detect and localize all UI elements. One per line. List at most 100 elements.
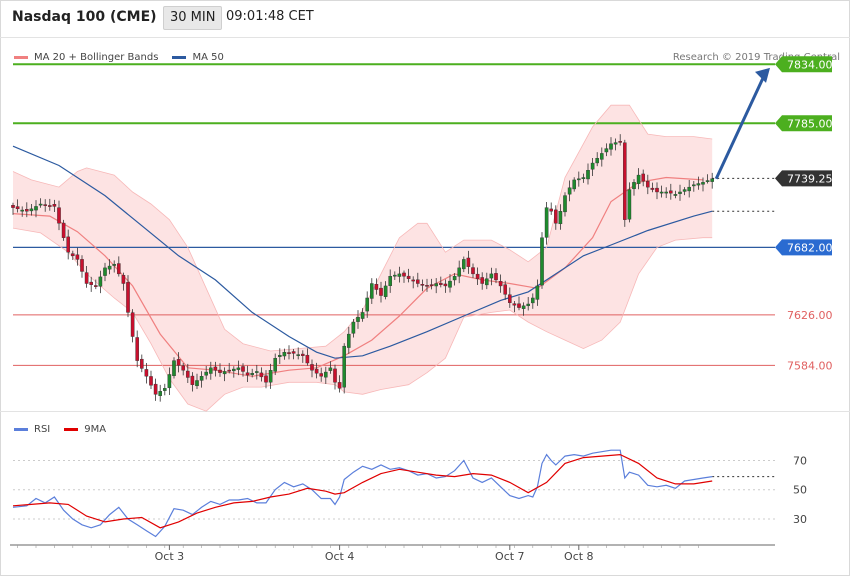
forecast-arrow-shaft — [714, 75, 766, 180]
candle — [80, 255, 84, 278]
candle-body — [29, 208, 34, 212]
candle-body — [692, 184, 696, 187]
candle — [397, 266, 402, 283]
candle — [466, 250, 471, 274]
candle — [314, 362, 319, 379]
candle-body — [301, 353, 305, 356]
candle — [452, 273, 457, 286]
candle-body — [70, 253, 75, 257]
header-divider — [0, 37, 850, 38]
candle-body — [250, 373, 255, 375]
candle — [692, 181, 696, 192]
candle-body — [328, 367, 333, 371]
candle-body — [466, 257, 471, 267]
timeframe-badge[interactable]: 30 MIN — [163, 6, 223, 30]
x-axis: Oct 3 Oct 4 Oct 7 Oct 8 — [10, 544, 775, 563]
candle-body — [503, 284, 508, 295]
candle — [420, 279, 425, 292]
candle — [149, 370, 153, 389]
candle — [678, 184, 682, 201]
candle — [167, 367, 172, 395]
candle-body — [93, 285, 98, 287]
candle-body — [213, 366, 218, 371]
candle — [540, 232, 544, 289]
candle-body — [641, 173, 645, 182]
candle — [609, 137, 613, 156]
candle — [342, 343, 347, 394]
candle-body — [517, 303, 521, 308]
candle-body — [379, 287, 383, 296]
candle — [61, 219, 66, 241]
price-level-label: 7785.00 — [787, 117, 833, 130]
rsi-tick-label: 70 — [793, 454, 807, 467]
candle-body — [632, 182, 636, 190]
candle-body — [20, 209, 25, 212]
candle-body — [457, 267, 462, 277]
candle — [356, 310, 360, 329]
candle — [517, 296, 521, 311]
candle — [103, 262, 107, 282]
candle-body — [356, 317, 360, 322]
candle — [696, 176, 701, 190]
candle — [600, 147, 604, 167]
candle-body — [393, 274, 397, 277]
ma50-legend-swatch — [172, 56, 187, 59]
legend-item-rsi: RSI — [14, 424, 50, 435]
candle — [75, 247, 80, 266]
candle — [236, 360, 241, 376]
candle — [15, 199, 20, 213]
candle — [70, 250, 75, 260]
candle — [475, 267, 480, 285]
candle — [567, 180, 572, 202]
candle — [549, 202, 553, 215]
candle — [301, 350, 305, 363]
candle-body — [84, 272, 89, 284]
candle-body — [268, 370, 273, 383]
candle — [185, 363, 190, 384]
candle — [254, 364, 259, 380]
candle-body — [264, 375, 268, 383]
candle — [162, 383, 167, 396]
candle-body — [57, 207, 61, 224]
candle — [38, 198, 43, 208]
candle-body — [586, 170, 590, 180]
candle — [374, 278, 379, 295]
candle-body — [374, 284, 379, 290]
candle-body — [135, 337, 140, 361]
candle — [222, 367, 227, 382]
candle — [471, 263, 475, 279]
candle — [93, 279, 98, 290]
candle — [305, 348, 310, 366]
candle — [365, 291, 370, 318]
candle-body — [103, 267, 107, 276]
candle — [199, 371, 204, 388]
candle — [208, 361, 213, 380]
candle-body — [604, 148, 609, 153]
candle-body — [411, 279, 416, 282]
candle — [319, 367, 324, 382]
candle — [34, 200, 38, 218]
candle — [158, 384, 163, 402]
candle — [586, 163, 590, 185]
candle — [388, 269, 393, 293]
candle-body — [420, 284, 425, 286]
candle-body — [167, 374, 172, 389]
candle — [480, 272, 485, 290]
bollinger-band-fill — [13, 105, 713, 412]
legend-label-rsi: RSI — [34, 424, 51, 435]
candle-body — [416, 279, 420, 284]
candle-body — [61, 222, 66, 238]
candle — [425, 278, 429, 292]
candle-body — [494, 273, 498, 281]
candle-body — [337, 382, 342, 389]
candle — [370, 278, 374, 304]
candle-body — [241, 366, 245, 372]
candle — [664, 187, 668, 199]
candle-body — [34, 206, 38, 211]
candle — [572, 177, 576, 192]
candle — [595, 152, 599, 167]
candle — [172, 357, 176, 379]
candle — [84, 265, 89, 288]
candle-body — [227, 369, 232, 372]
chart-header: Nasdaq 100 (CME) 30 MIN 09:01:48 CET — [0, 0, 850, 37]
